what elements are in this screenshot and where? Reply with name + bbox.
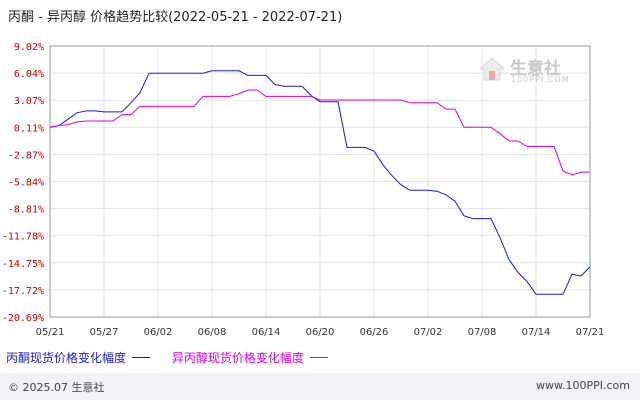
x-axis-ticks: 05/21 05/27 06/02 06/08 06/14 06/20 06/26 07/02… [36, 327, 605, 338]
x-tick-label: 06/14 [252, 327, 281, 338]
legend-label-series2: 异丙醇现货价格变化幅度 [171, 351, 304, 365]
y-axis-ticks: 9.02% 6.04% 3.07% 0.11% -2.87% -5.84% -8.81% -1… [2, 42, 44, 324]
y-tick-label: -8.81% [8, 205, 44, 216]
y-tick-label: 6.04% [14, 69, 44, 80]
y-tick-label: -20.69% [2, 313, 44, 324]
legend-label-series1: 丙酮现货价格变化幅度 [6, 351, 127, 365]
x-tick-label: 06/26 [360, 327, 389, 338]
copyright-text: © 2025.07 生意社 [8, 381, 105, 394]
grid [50, 46, 590, 317]
x-tick-label: 07/08 [468, 327, 497, 338]
legend-item-series1: 丙酮现货价格变化幅度 [6, 349, 151, 366]
chart-title: 丙酮 - 异丙醇 价格趋势比较(2022-05-21 - 2022-07-21) [8, 10, 343, 25]
x-tick-label: 06/08 [198, 327, 227, 338]
legend-swatch-series2 [309, 357, 328, 358]
footer-bar: © 2025.07 生意社 www.100PPI.com [0, 373, 640, 400]
y-tick-label: 3.07% [14, 96, 44, 107]
x-tick-label: 06/02 [144, 327, 173, 338]
y-tick-label: -17.72% [2, 286, 44, 297]
x-tick-label: 07/21 [576, 327, 605, 338]
x-tick-label: 05/27 [90, 327, 119, 338]
y-tick-label: -5.84% [8, 178, 44, 189]
watermark-domain: 100PPI.COM [511, 75, 570, 84]
plot-frame [49, 45, 591, 318]
y-tick-label: 0.11% [14, 123, 44, 134]
x-tick-label: 05/21 [36, 327, 65, 338]
legend-item-series2: 异丙醇现货价格变化幅度 [172, 349, 328, 366]
x-tick-label: 07/14 [522, 327, 551, 338]
y-tick-label: -14.75% [2, 259, 44, 270]
y-tick-label: -2.87% [8, 150, 44, 161]
watermark-name: 生意社 [510, 59, 561, 79]
website-link[interactable]: www.100PPI.com [536, 379, 630, 392]
series-line-1 [49, 70, 591, 295]
x-tick-label: 07/02 [414, 327, 443, 338]
x-tick-label: 06/20 [306, 327, 335, 338]
legend: 丙酮现货价格变化幅度 异丙醇现货价格变化幅度 [6, 349, 346, 366]
series-layer [49, 70, 591, 295]
y-tick-label: 9.02% [14, 42, 44, 53]
watermark-house-icon [478, 57, 506, 81]
legend-swatch-series1 [132, 357, 151, 358]
y-tick-label: -11.78% [2, 232, 44, 243]
series-line-2 [49, 89, 590, 176]
